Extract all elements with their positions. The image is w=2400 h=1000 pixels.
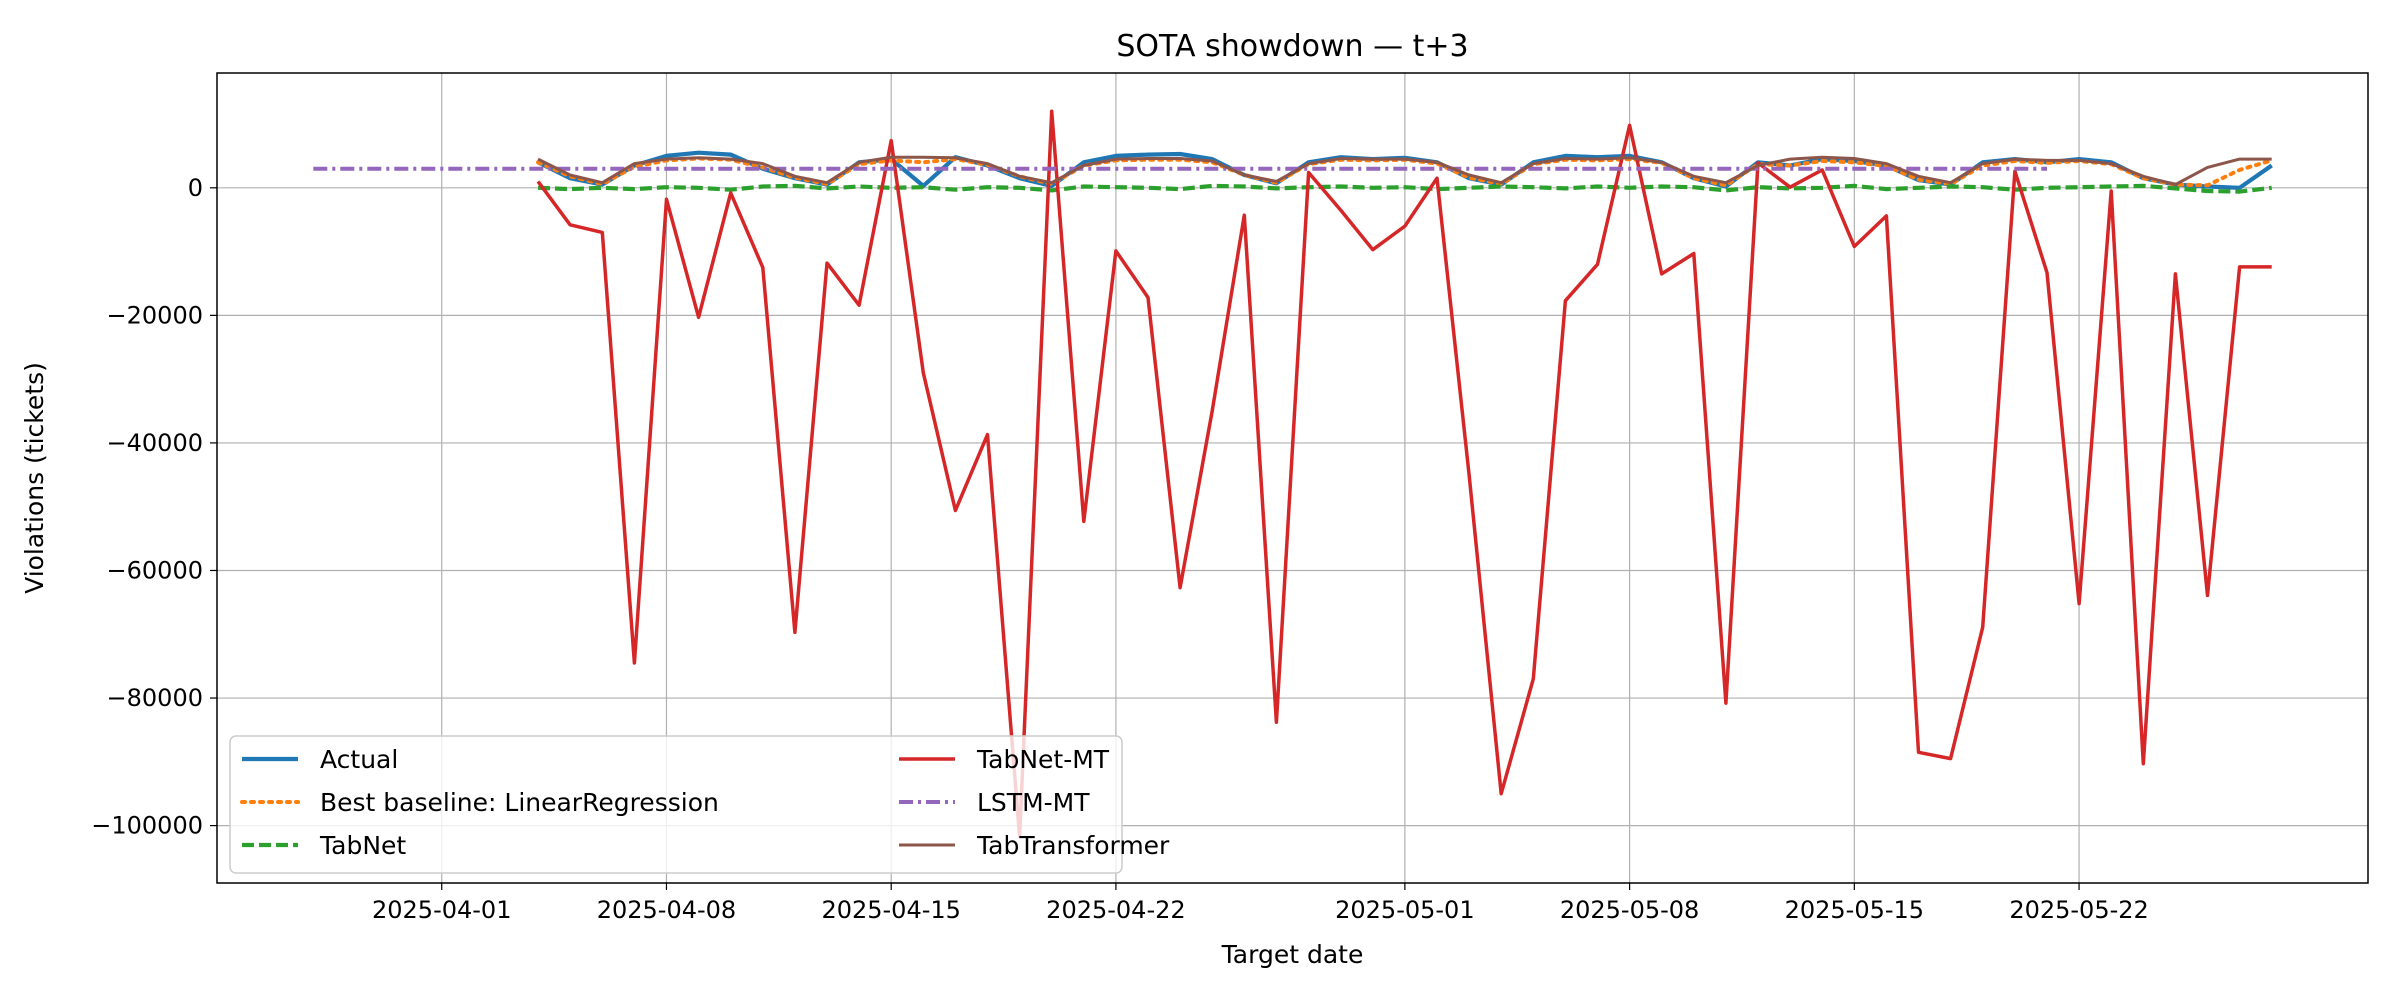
legend: Actual Best baseline: LinearRegression Tab… — [229, 735, 1170, 874]
series-layer — [313, 109, 2274, 839]
x-tick-label: 2025-04-15 — [821, 896, 960, 924]
x-tick-label: 2025-05-01 — [1335, 896, 1474, 924]
series-line-tabnet-mt — [536, 109, 2272, 839]
y-axis-label: Violations (tickets) — [20, 362, 49, 594]
x-tick-label: 2025-04-22 — [1046, 896, 1185, 924]
series-line-tabnet — [537, 183, 2272, 194]
legend-label-tabnet: TabNet — [319, 831, 406, 860]
x-tick-label: 2025-04-01 — [372, 896, 511, 924]
x-axis-label: Target date — [1221, 940, 1364, 969]
y-tick-label: 0 — [188, 174, 203, 202]
x-tick-label: 2025-05-08 — [1560, 896, 1699, 924]
x-tick-label: 2025-05-22 — [2009, 896, 2148, 924]
y-tick-label: −100000 — [91, 812, 203, 840]
chart-title: SOTA showdown — t+3 — [1116, 29, 1468, 64]
legend-label-best-baseline-linearregression: Best baseline: LinearRegression — [320, 788, 719, 817]
y-tick-label: −60000 — [107, 556, 203, 584]
y-tick-label: −20000 — [107, 301, 203, 329]
x-tick-label: 2025-05-15 — [1785, 896, 1924, 924]
legend-label-tabnet-mt: TabNet-MT — [976, 745, 1110, 774]
x-tick-label: 2025-04-08 — [597, 896, 736, 924]
y-tick-label: −40000 — [107, 429, 203, 457]
x-axis: 2025-04-01 2025-04-08 2025-04-15 2025-04-22… — [372, 883, 2149, 924]
plot-frame — [216, 72, 2369, 884]
legend-label-tabtransformer: TabTransformer — [976, 831, 1170, 860]
legend-label-lstm-mt: LSTM-MT — [977, 788, 1090, 817]
y-axis: −100000 −80000 −60000 −40000 −20000 0 — [91, 174, 217, 840]
y-tick-label: −80000 — [107, 684, 203, 712]
legend-box — [229, 735, 1123, 874]
series-line-tabtransformer — [537, 155, 2272, 187]
legend-label-actual: Actual — [320, 745, 398, 774]
